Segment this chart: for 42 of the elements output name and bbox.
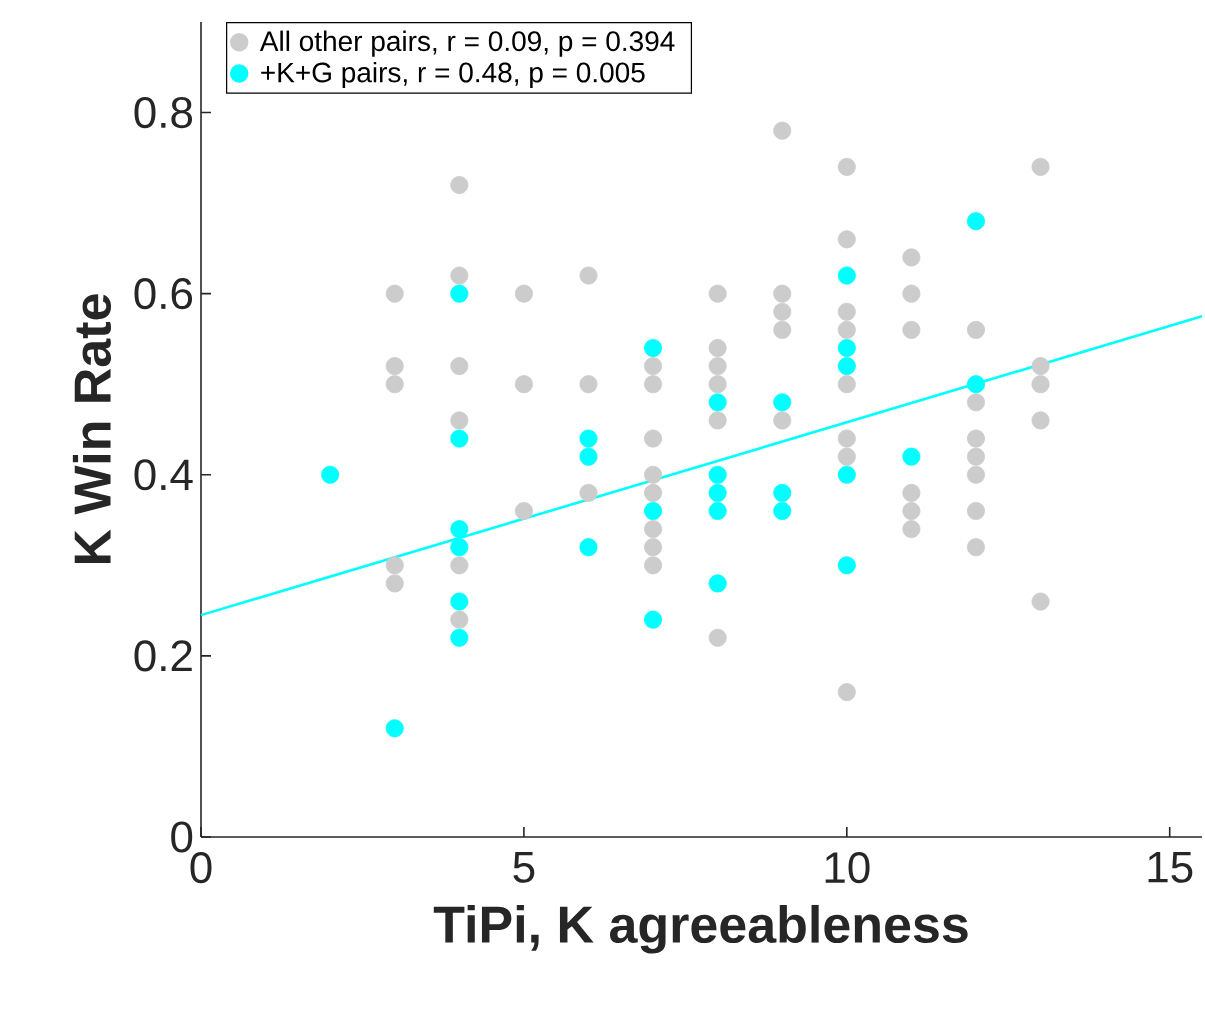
- point: [966, 212, 985, 231]
- point: [579, 447, 598, 466]
- point: [708, 393, 727, 412]
- point: [902, 447, 921, 466]
- point: [837, 338, 856, 357]
- x-axis-title: TiPi, K agreeableness: [433, 904, 968, 954]
- point: [708, 483, 727, 502]
- point: [450, 628, 469, 647]
- point: [450, 592, 469, 611]
- point: [644, 610, 663, 629]
- point: [966, 375, 985, 394]
- point: [644, 338, 663, 357]
- point: [579, 429, 598, 448]
- point: [773, 483, 792, 502]
- y-tick-label: 0.6: [134, 278, 193, 310]
- point: [385, 719, 404, 738]
- y-axis-title: K Win Rate: [72, 294, 112, 563]
- x-tick-label: 10: [825, 852, 870, 884]
- point: [773, 501, 792, 520]
- point: [837, 556, 856, 575]
- point: [708, 465, 727, 484]
- legend-label: All other pairs, r = 0.09, p = 0.394: [259, 30, 675, 57]
- point: [837, 357, 856, 376]
- y-tick-label: 0.2: [134, 640, 192, 672]
- x-tick-label: 15: [1148, 852, 1193, 883]
- y-tick-label: 0.4: [134, 459, 193, 491]
- point: [450, 284, 469, 303]
- point: [450, 429, 469, 448]
- point: [321, 465, 340, 484]
- point: [579, 538, 598, 557]
- x-tick-label: 5: [513, 852, 535, 883]
- y-tick-label: 0: [171, 821, 193, 853]
- point: [644, 501, 663, 520]
- point: [837, 266, 856, 285]
- point: [450, 538, 469, 557]
- y-tick-label: 0.8: [134, 96, 193, 129]
- point: [837, 465, 856, 484]
- point: [450, 520, 469, 539]
- point: [773, 393, 792, 412]
- point: [708, 574, 727, 593]
- legend-label: +K+G pairs, r = 0.48, p = 0.005: [261, 61, 645, 88]
- point: [708, 501, 727, 520]
